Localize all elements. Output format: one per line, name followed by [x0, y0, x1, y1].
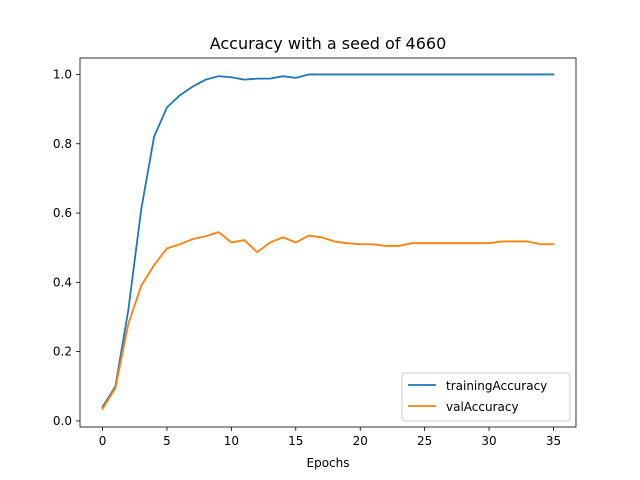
- y-tick-label: 1.0: [53, 67, 72, 81]
- x-tick-label: 10: [224, 434, 239, 448]
- x-tick-label: 25: [417, 434, 432, 448]
- x-tick-label: 5: [163, 434, 171, 448]
- series-line-valAccuracy: [101, 231, 555, 411]
- y-tick-label: 0.8: [53, 137, 72, 151]
- series-line-trainingAccuracy: [101, 73, 555, 409]
- plot-area-frame: [79, 57, 577, 428]
- x-tick-label: 35: [546, 434, 561, 448]
- x-tick-label: 30: [481, 434, 496, 448]
- x-axis-ticks: 0 5 10 15 20 25 30 35: [99, 427, 561, 448]
- y-tick-label: 0.2: [53, 345, 72, 359]
- x-tick-label: 0: [99, 434, 107, 448]
- legend-box: [401, 372, 571, 422]
- legend-label-trainingAccuracy: trainingAccuracy: [446, 379, 547, 393]
- chart-title: Accuracy with a seed of 4660: [210, 34, 447, 53]
- series-lines: [101, 73, 555, 411]
- x-tick-label: 20: [353, 434, 368, 448]
- y-tick-label: 0.0: [53, 414, 72, 428]
- y-tick-label: 0.6: [53, 206, 72, 220]
- y-tick-label: 0.4: [53, 275, 72, 289]
- legend: trainingAccuracy valAccuracy: [401, 372, 571, 422]
- x-tick-label: 15: [288, 434, 303, 448]
- legend-label-valAccuracy: valAccuracy: [446, 400, 519, 414]
- y-axis-ticks: 0.0 0.2 0.4 0.6 0.8 1.0: [53, 67, 80, 428]
- x-axis-label: Epochs: [307, 456, 350, 470]
